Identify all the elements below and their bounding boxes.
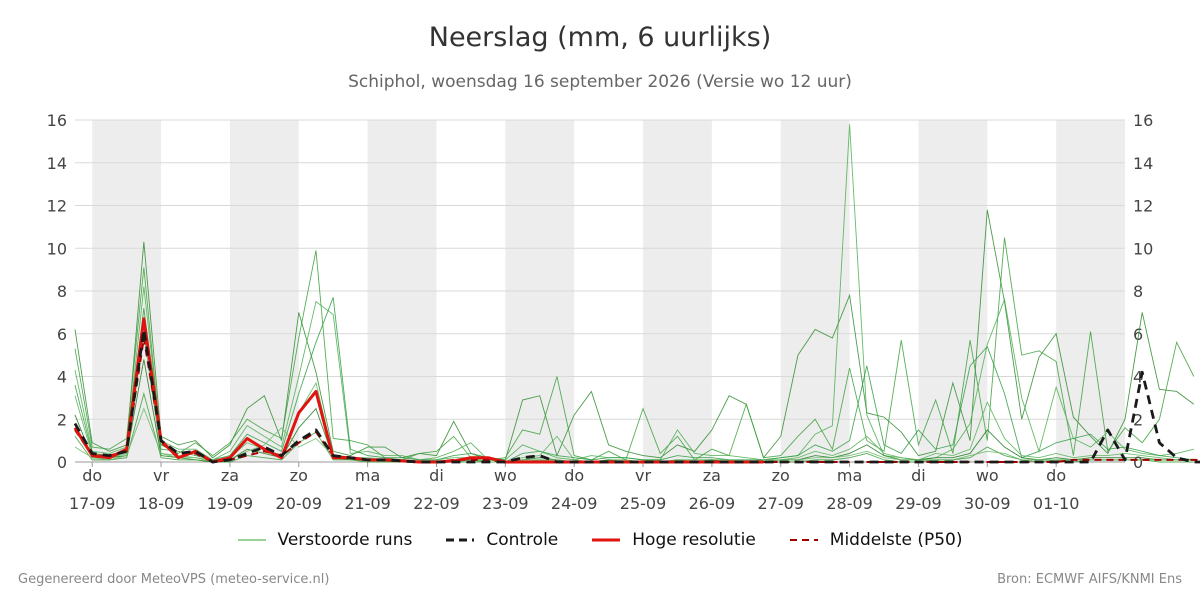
- x-tick-day: zo: [772, 466, 790, 485]
- legend-label-control: Controle: [486, 530, 559, 550]
- y-tick-label: 6: [57, 325, 67, 344]
- legend-swatch-hires: [592, 538, 621, 542]
- x-tick-day: zo: [290, 466, 308, 485]
- legend-item-median: Middelste (P50): [789, 530, 963, 550]
- footer-source: Bron: ECMWF AIFS/KNMI Ens: [997, 572, 1182, 587]
- series-line: [73, 328, 1200, 464]
- y-tick-label: 4: [57, 368, 67, 387]
- ensemble-line: [74, 297, 1194, 463]
- main-series: [73, 317, 1200, 464]
- legend-label-ensemble: Verstoorde runs: [277, 530, 413, 550]
- y-tick-label: 8: [57, 282, 67, 301]
- y-tick-label-right: 8: [1133, 282, 1143, 301]
- x-tick-day: do: [82, 466, 102, 485]
- x-tick-date: 24-09: [551, 494, 598, 513]
- x-tick-day: za: [221, 466, 239, 485]
- x-tick-day: di: [429, 466, 444, 485]
- chart-subtitle: Schiphol, woensdag 16 september 2026 (Ve…: [348, 72, 852, 92]
- x-tick-day: vr: [635, 466, 651, 485]
- footer-credit: Gegenereerd door MeteoVPS (meteo-service…: [18, 572, 330, 587]
- y-tick-label-right: 0: [1133, 453, 1143, 472]
- x-tick-date: 01-10: [1033, 494, 1080, 513]
- y-tick-label: 2: [57, 410, 67, 429]
- y-tick-label-right: 14: [1133, 154, 1153, 173]
- y-tick-label: 10: [47, 239, 67, 258]
- legend-label-median: Middelste (P50): [829, 530, 963, 550]
- x-tick-date: 30-09: [964, 494, 1011, 513]
- legend: Verstoorde runs Controle Hoge resolutie …: [0, 530, 1200, 550]
- x-tick-date: 20-09: [276, 494, 323, 513]
- legend-item-ensemble: Verstoorde runs: [237, 530, 413, 550]
- x-tick-day: di: [911, 466, 926, 485]
- x-tick-day: za: [703, 466, 721, 485]
- x-tick-date: 22-09: [413, 494, 460, 513]
- y-tick-label-right: 16: [1133, 111, 1153, 130]
- y-tick-label-right: 4: [1133, 368, 1143, 387]
- y-tick-label-right: 2: [1133, 410, 1143, 429]
- x-tick-date: 21-09: [344, 494, 391, 513]
- x-tick-date: 28-09: [826, 494, 873, 513]
- y-tick-label-right: 12: [1133, 197, 1153, 216]
- y-tick-label: 14: [47, 154, 67, 173]
- x-tick-day: ma: [837, 466, 862, 485]
- legend-label-hires: Hoge resolutie: [632, 530, 756, 550]
- y-tick-label: 12: [47, 197, 67, 216]
- y-tick-label: 0: [57, 453, 67, 472]
- y-tick-label-right: 6: [1133, 325, 1143, 344]
- legend-swatch-control: [446, 538, 475, 542]
- x-tick-day: wo: [494, 466, 517, 485]
- x-tick-day: vr: [153, 466, 169, 485]
- x-tick-date: 26-09: [689, 494, 736, 513]
- x-axis: do 17-09 vr 18-09 za 19-09 zo 20-09 ma 21-09 di 22-…: [69, 462, 1079, 513]
- x-tick-date: 18-09: [138, 494, 185, 513]
- x-tick-day: wo: [976, 466, 999, 485]
- chart-title: Neerslag (mm, 6 uurlijks): [428, 22, 772, 53]
- y-tick-label: 16: [47, 111, 67, 130]
- x-tick-date: 19-09: [207, 494, 254, 513]
- x-tick-date: 23-09: [482, 494, 529, 513]
- legend-item-hires: Hoge resolutie: [592, 530, 756, 550]
- x-tick-day: do: [1046, 466, 1066, 485]
- x-tick-date: 27-09: [757, 494, 804, 513]
- y-axis-left: 0 2 4 6 8 10 12 14 16: [47, 111, 67, 472]
- x-tick-date: 25-09: [620, 494, 667, 513]
- x-tick-day: do: [564, 466, 584, 485]
- legend-swatch-ensemble: [237, 539, 266, 541]
- legend-swatch-median: [789, 539, 818, 541]
- y-tick-label-right: 10: [1133, 239, 1153, 258]
- x-tick-date: 17-09: [69, 494, 116, 513]
- x-tick-date: 29-09: [895, 494, 942, 513]
- x-tick-day: ma: [355, 466, 380, 485]
- ensemble-line: [74, 237, 1195, 461]
- y-axis-right: 0 2 4 6 8 10 12 14 16: [1133, 111, 1153, 472]
- ensemble-line: [74, 209, 1195, 461]
- legend-item-control: Controle: [446, 530, 558, 550]
